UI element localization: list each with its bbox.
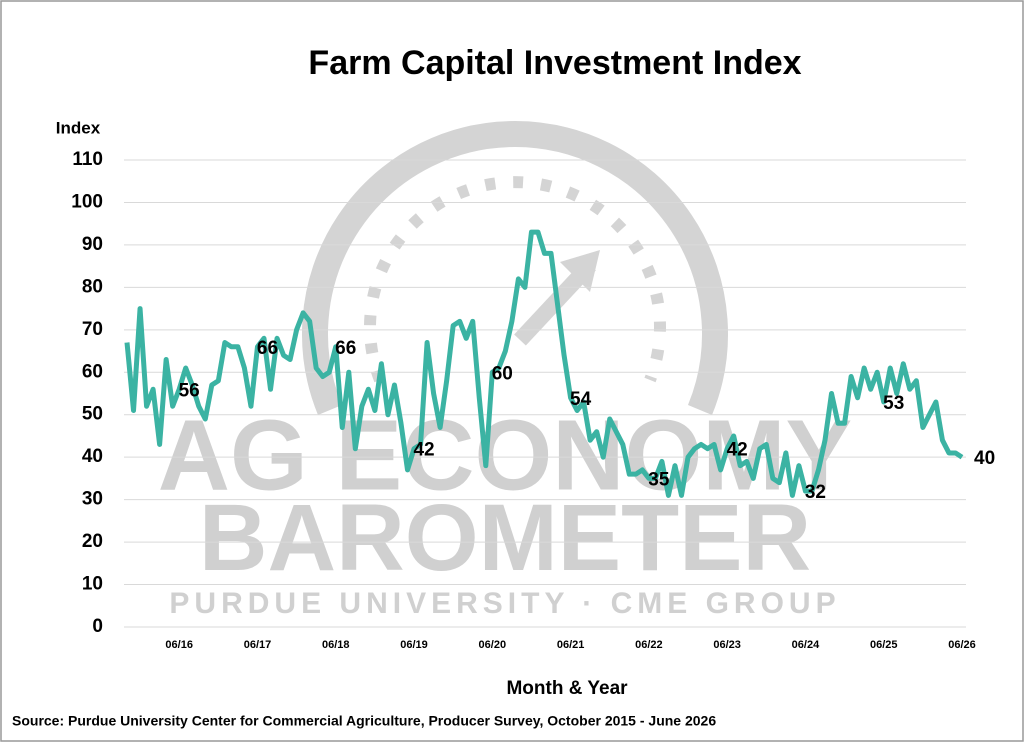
y-tick-label: 20 — [82, 531, 103, 552]
data-label: 66 — [257, 338, 278, 359]
x-tick-label: 06/24 — [792, 639, 820, 651]
x-tick-label: 06/18 — [322, 639, 350, 651]
chart-title: Farm Capital Investment Index — [308, 44, 801, 82]
y-axis-label: Index — [56, 118, 101, 137]
x-axis-label: Month & Year — [506, 678, 628, 699]
source-note: Source: Purdue University Center for Com… — [12, 713, 716, 729]
data-line — [124, 229, 964, 498]
x-tick-label: 06/23 — [713, 639, 741, 651]
x-tick-label: 06/20 — [479, 639, 507, 651]
data-label: 60 — [492, 363, 513, 384]
data-label: 35 — [648, 469, 670, 490]
y-tick-label: 70 — [82, 319, 103, 340]
x-tick-label: 06/17 — [244, 639, 272, 651]
y-tick-label: 90 — [82, 234, 103, 255]
x-tick-label: 06/21 — [557, 639, 585, 651]
y-tick-label: 10 — [82, 574, 103, 595]
y-tick-label: 80 — [82, 276, 103, 297]
watermark-text: BAROMETER — [199, 485, 811, 591]
data-label: 40 — [974, 448, 995, 469]
data-label: 54 — [570, 389, 592, 410]
data-label: 32 — [805, 482, 826, 503]
x-tick-label: 06/22 — [635, 639, 663, 651]
plot: 56 66 66 42 60 54 35 42 32 53 40 — [124, 229, 995, 503]
grid: 0 10 20 30 40 50 60 70 80 90 100 110 06/16 06/17 06/18… — [71, 149, 975, 651]
data-label: 53 — [883, 393, 904, 414]
x-tick-label: 06/19 — [400, 639, 428, 651]
data-label: 42 — [727, 440, 748, 461]
data-label: 56 — [179, 380, 200, 401]
y-tick-label: 30 — [82, 489, 103, 510]
x-tick-label: 06/25 — [870, 639, 898, 651]
y-tick-label: 100 — [71, 191, 103, 212]
data-label: 66 — [335, 338, 356, 359]
data-label: 42 — [413, 440, 434, 461]
y-tick-label: 50 — [82, 404, 103, 425]
y-tick-label: 0 — [92, 616, 103, 637]
y-tick-label: 40 — [82, 446, 103, 467]
y-tick-label: 110 — [72, 149, 103, 170]
x-tick-label: 06/16 — [165, 639, 193, 651]
x-tick-label: 06/26 — [948, 639, 976, 651]
y-tick-label: 60 — [82, 361, 103, 382]
watermark-text: PURDUE UNIVERSITY · CME GROUP — [169, 587, 840, 620]
